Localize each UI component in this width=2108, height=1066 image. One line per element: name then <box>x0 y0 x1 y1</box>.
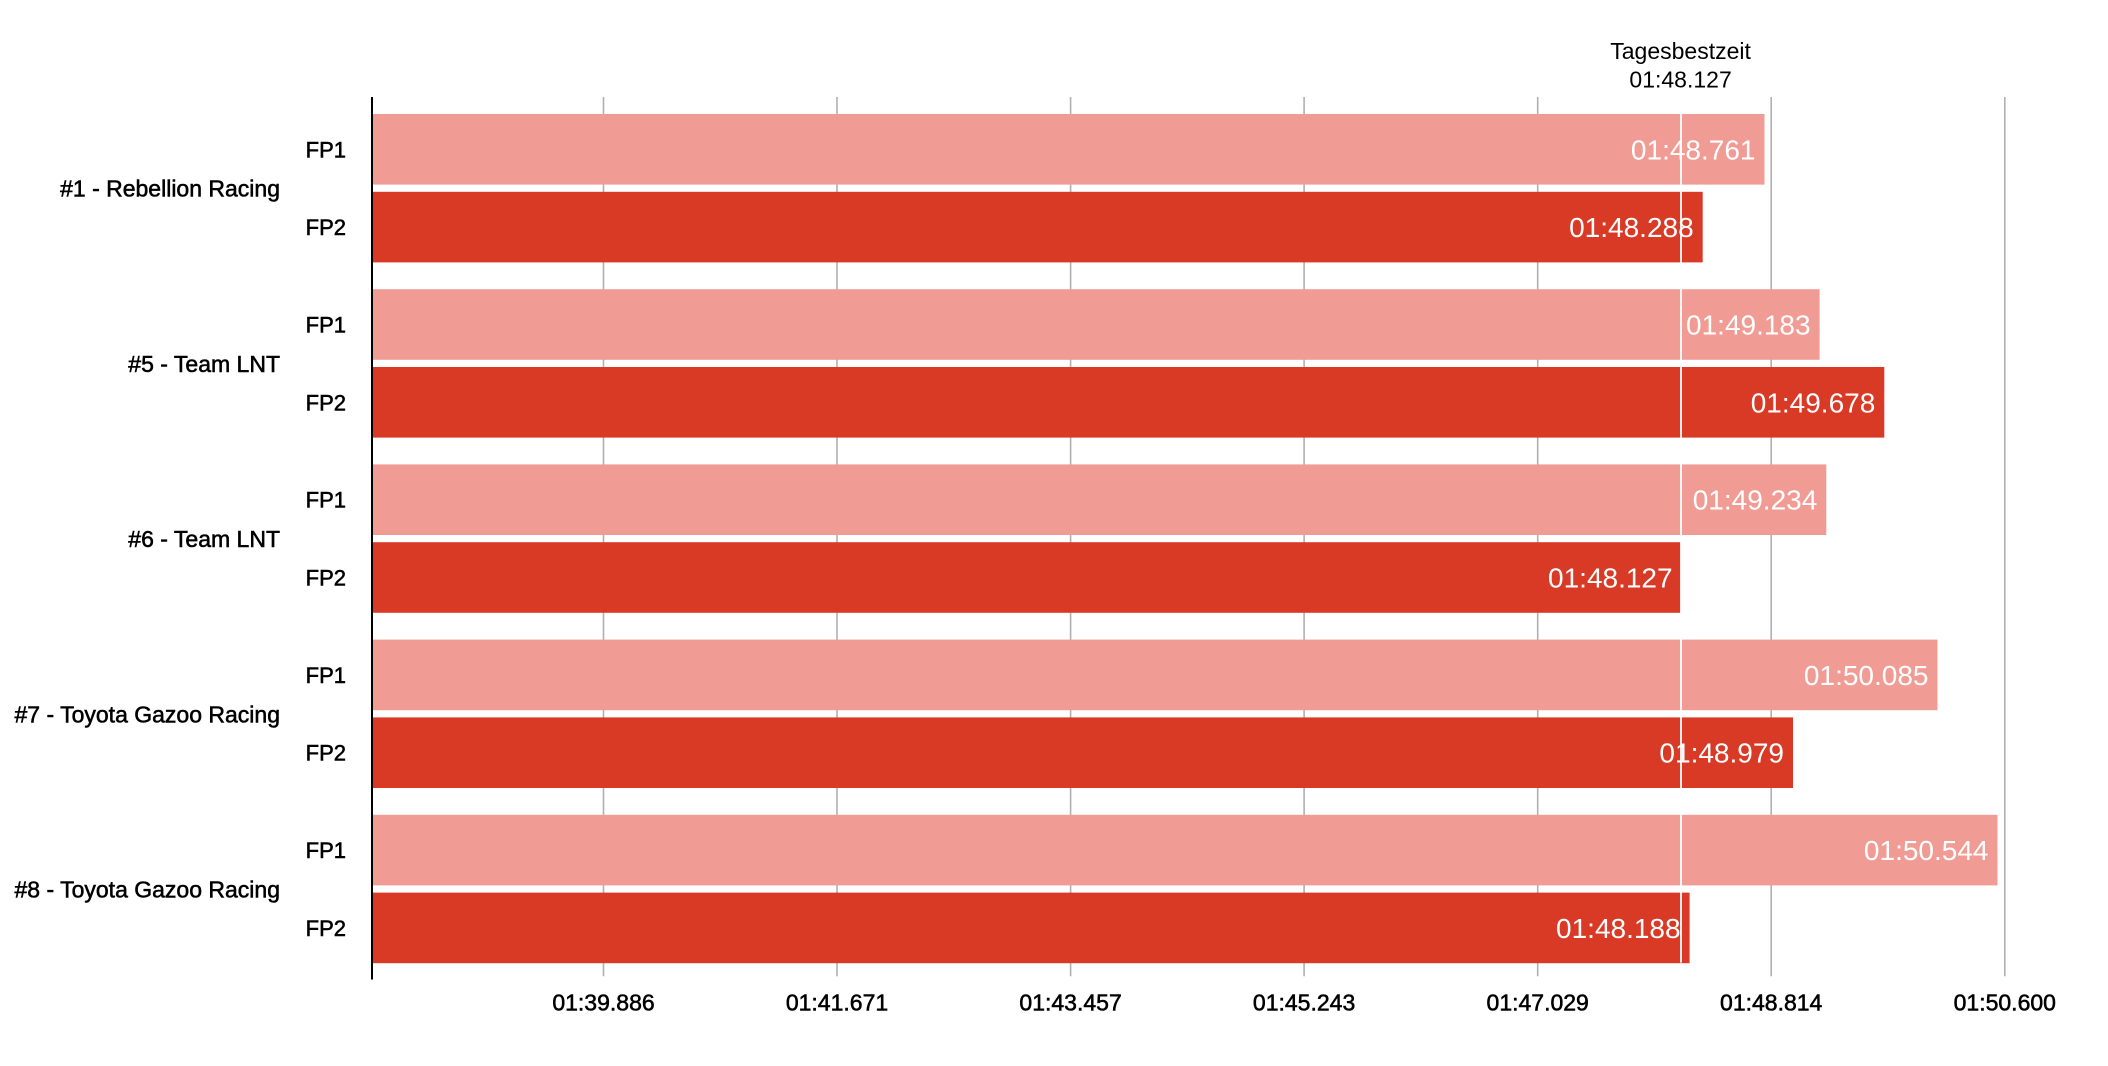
svg-text:FP1: FP1 <box>306 663 346 688</box>
svg-text:01:41.671: 01:41.671 <box>786 990 888 1016</box>
svg-text:01:49.183: 01:49.183 <box>1686 310 1811 341</box>
svg-text:FP1: FP1 <box>306 488 346 513</box>
svg-text:01:39.886: 01:39.886 <box>552 990 654 1016</box>
svg-text:#6 - Team LNT: #6 - Team LNT <box>128 526 280 552</box>
svg-text:01:50.544: 01:50.544 <box>1864 835 1989 866</box>
svg-text:FP1: FP1 <box>306 313 346 338</box>
svg-text:01:45.243: 01:45.243 <box>1253 990 1355 1016</box>
svg-text:FP2: FP2 <box>306 916 346 941</box>
svg-text:Tagesbestzeit: Tagesbestzeit <box>1610 38 1751 64</box>
svg-text:01:47.029: 01:47.029 <box>1487 990 1589 1016</box>
svg-text:01:48.188: 01:48.188 <box>1556 913 1681 944</box>
svg-text:FP1: FP1 <box>306 137 346 162</box>
svg-text:FP2: FP2 <box>306 390 346 415</box>
svg-text:#1 - Rebellion Racing: #1 - Rebellion Racing <box>60 176 280 202</box>
svg-text:#8 - Toyota Gazoo Racing: #8 - Toyota Gazoo Racing <box>14 877 280 903</box>
svg-text:#7 - Toyota Gazoo Racing: #7 - Toyota Gazoo Racing <box>14 701 280 727</box>
svg-text:01:49.234: 01:49.234 <box>1693 485 1818 516</box>
svg-text:01:43.457: 01:43.457 <box>1019 990 1121 1016</box>
svg-text:01:48.979: 01:48.979 <box>1659 738 1784 769</box>
svg-text:#5 - Team LNT: #5 - Team LNT <box>128 351 280 377</box>
svg-text:FP2: FP2 <box>306 741 346 766</box>
svg-text:01:48.127: 01:48.127 <box>1548 563 1673 594</box>
svg-text:FP2: FP2 <box>306 215 346 240</box>
svg-text:01:50.600: 01:50.600 <box>1954 990 2056 1016</box>
svg-text:01:48.814: 01:48.814 <box>1720 990 1823 1016</box>
svg-text:01:48.127: 01:48.127 <box>1629 67 1731 93</box>
svg-text:FP2: FP2 <box>306 566 346 591</box>
svg-text:FP1: FP1 <box>306 838 346 863</box>
svg-text:01:49.678: 01:49.678 <box>1751 387 1876 418</box>
svg-text:01:48.761: 01:48.761 <box>1631 134 1756 165</box>
svg-text:01:48.288: 01:48.288 <box>1569 212 1694 243</box>
svg-text:01:50.085: 01:50.085 <box>1804 660 1929 691</box>
